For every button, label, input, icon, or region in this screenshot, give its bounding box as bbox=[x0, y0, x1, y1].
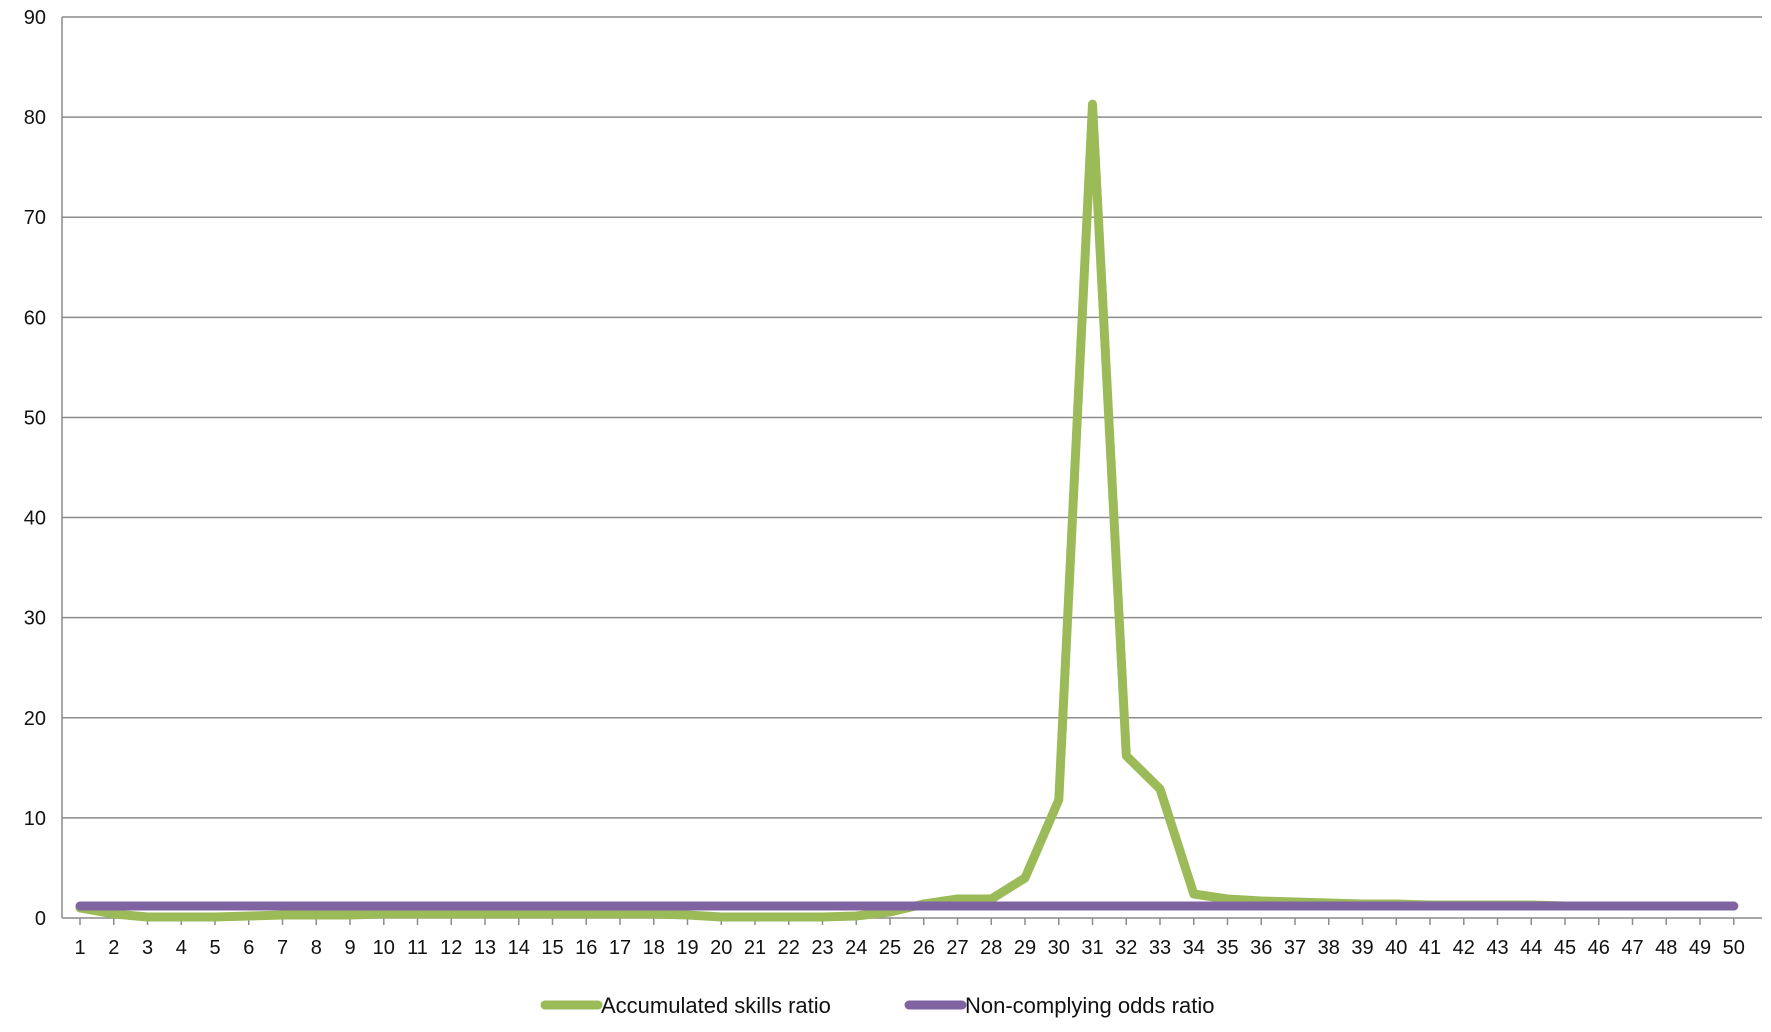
x-tick-label: 46 bbox=[1588, 937, 1610, 959]
y-tick-label: 90 bbox=[24, 7, 46, 29]
legend: Accumulated skills ratio Non-complying od… bbox=[545, 993, 1214, 1018]
x-tick-label: 37 bbox=[1284, 937, 1306, 959]
x-tick-label: 40 bbox=[1385, 937, 1407, 959]
x-tick-label: 4 bbox=[176, 937, 187, 959]
legend-label: Non-complying odds ratio bbox=[965, 993, 1214, 1018]
x-tick-label: 42 bbox=[1453, 937, 1475, 959]
x-tick-label: 30 bbox=[1048, 937, 1070, 959]
x-tick-label: 48 bbox=[1655, 937, 1677, 959]
x-tick-label: 5 bbox=[209, 937, 220, 959]
x-tick-label: 19 bbox=[676, 937, 698, 959]
x-tick-label: 11 bbox=[407, 937, 428, 959]
y-tick-label: 50 bbox=[24, 407, 46, 429]
x-tick-label: 1 bbox=[74, 937, 85, 959]
x-tick-label: 33 bbox=[1149, 937, 1171, 959]
data-series bbox=[80, 104, 1734, 917]
x-tick-label: 41 bbox=[1419, 937, 1441, 959]
x-tick-label: 39 bbox=[1351, 937, 1373, 959]
x-tick-label: 44 bbox=[1520, 937, 1542, 959]
x-tick-label: 50 bbox=[1723, 937, 1745, 959]
x-tick-label: 14 bbox=[508, 937, 530, 959]
x-tick-label: 28 bbox=[980, 937, 1002, 959]
x-axis-tick-labels: 1 2 3 4 5 6 7 8 9 10 11 12 13 14 15 16 17 18 19 20 21 22 23 24 2… bbox=[74, 937, 1744, 959]
x-tick-label: 29 bbox=[1014, 937, 1036, 959]
x-tick-label: 22 bbox=[778, 937, 800, 959]
y-tick-label: 10 bbox=[24, 808, 46, 830]
y-tick-label: 60 bbox=[24, 307, 46, 329]
y-tick-label: 40 bbox=[24, 508, 46, 530]
x-tick-label: 35 bbox=[1216, 937, 1238, 959]
x-tick-label: 49 bbox=[1689, 937, 1711, 959]
x-tick-label: 23 bbox=[811, 937, 833, 959]
y-tick-label: 80 bbox=[24, 107, 46, 129]
x-tick-label: 21 bbox=[744, 937, 766, 959]
y-axis-tick-labels: 0 10 20 30 40 50 60 70 80 90 bbox=[24, 7, 46, 930]
x-tick-label: 32 bbox=[1115, 937, 1137, 959]
x-tick-label: 17 bbox=[609, 937, 631, 959]
axes bbox=[62, 17, 1762, 925]
x-tick-label: 36 bbox=[1250, 937, 1272, 959]
x-tick-label: 2 bbox=[108, 937, 119, 959]
series-line-accumulated-skills-ratio bbox=[80, 104, 1734, 917]
x-tick-label: 24 bbox=[845, 937, 867, 959]
legend-label: Accumulated skills ratio bbox=[601, 993, 831, 1018]
x-tick-label: 20 bbox=[710, 937, 732, 959]
x-tick-label: 9 bbox=[344, 937, 355, 959]
x-tick-label: 7 bbox=[277, 937, 288, 959]
x-tick-label: 43 bbox=[1486, 937, 1508, 959]
x-tick-label: 15 bbox=[541, 937, 563, 959]
x-tick-label: 10 bbox=[373, 937, 395, 959]
x-tick-label: 47 bbox=[1621, 937, 1643, 959]
x-tick-label: 13 bbox=[474, 937, 496, 959]
y-tick-label: 20 bbox=[24, 708, 46, 730]
y-tick-label: 0 bbox=[35, 908, 46, 930]
y-tick-label: 30 bbox=[24, 608, 46, 630]
x-tick-label: 12 bbox=[440, 937, 462, 959]
x-tick-label: 25 bbox=[879, 937, 901, 959]
x-tick-label: 16 bbox=[575, 937, 597, 959]
x-tick-label: 38 bbox=[1318, 937, 1340, 959]
x-tick-label: 45 bbox=[1554, 937, 1576, 959]
x-tick-label: 26 bbox=[913, 937, 935, 959]
gridlines bbox=[62, 17, 1762, 818]
x-tick-label: 31 bbox=[1081, 937, 1103, 959]
y-tick-label: 70 bbox=[24, 207, 46, 229]
x-tick-label: 27 bbox=[946, 937, 968, 959]
x-tick-label: 34 bbox=[1183, 937, 1205, 959]
x-tick-label: 6 bbox=[243, 937, 254, 959]
x-tick-label: 8 bbox=[311, 937, 322, 959]
x-tick-label: 18 bbox=[643, 937, 665, 959]
x-tick-label: 3 bbox=[142, 937, 153, 959]
